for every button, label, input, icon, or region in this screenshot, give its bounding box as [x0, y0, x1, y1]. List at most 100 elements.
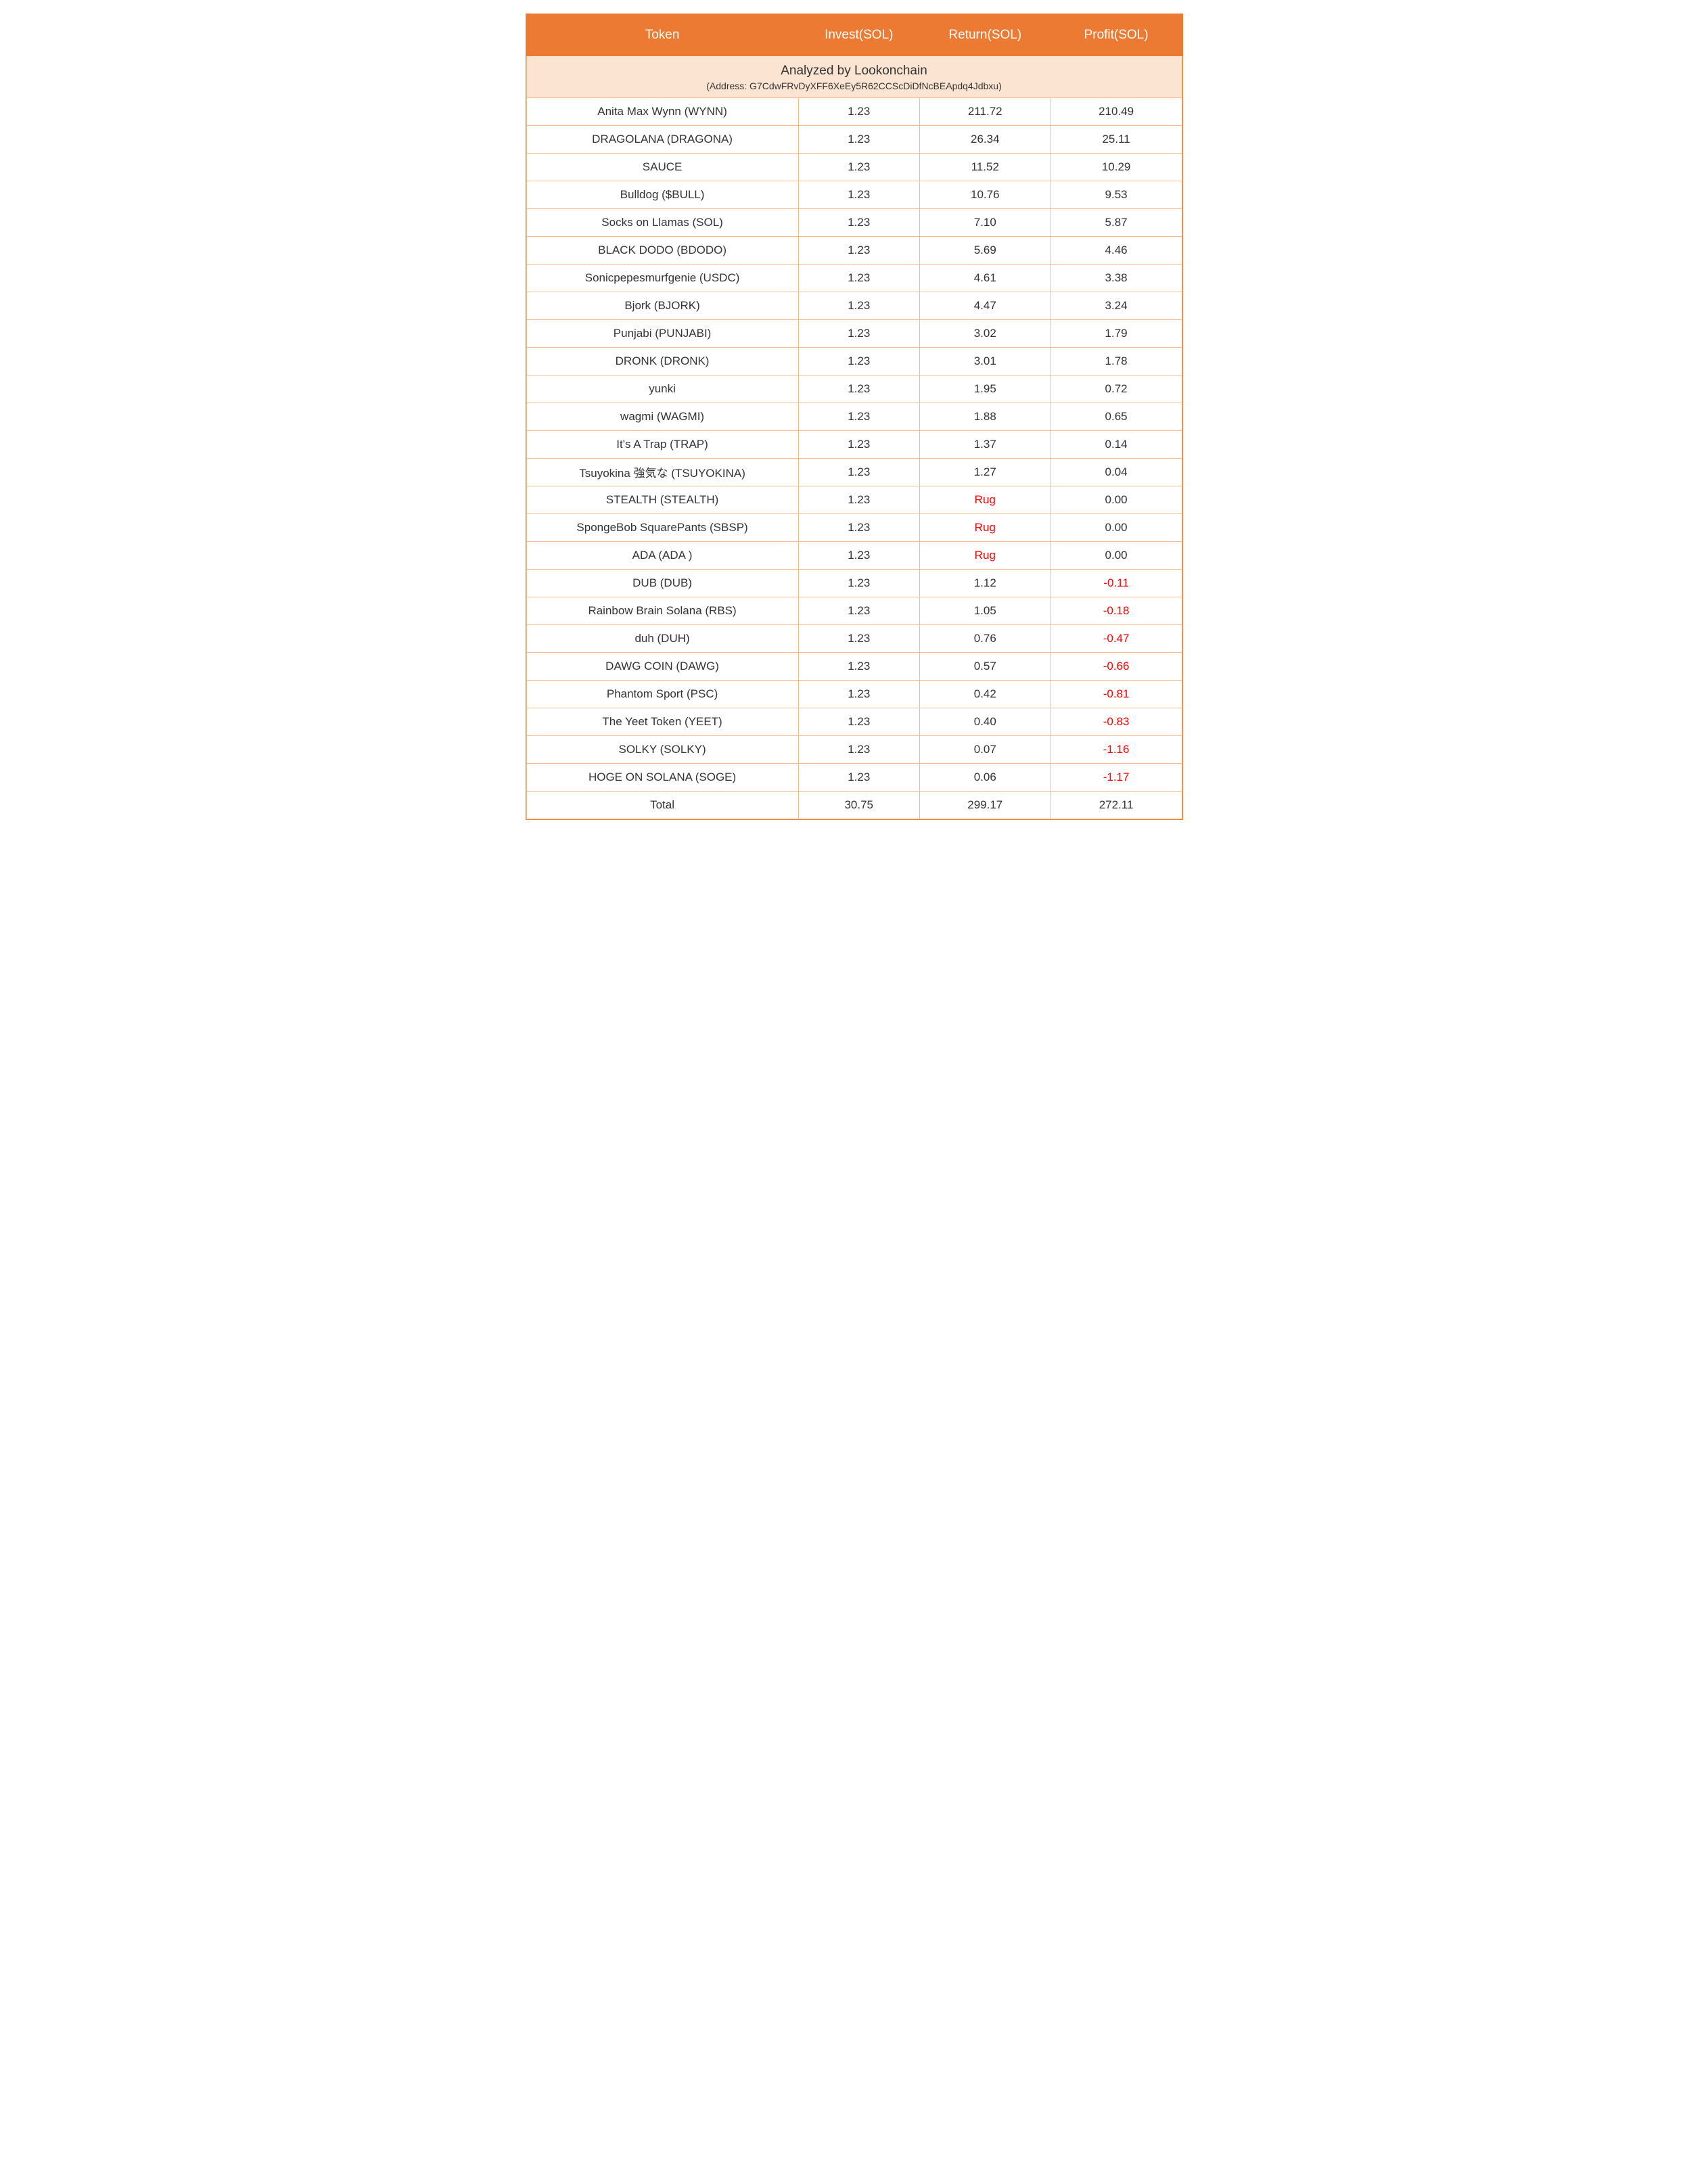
table-row: DRAGOLANA (DRAGONA)1.2326.3425.11 — [526, 125, 1182, 153]
table-row: Sonicpepesmurfgenie (USDC)1.234.613.38 — [526, 264, 1182, 292]
cell-profit: 4.46 — [1051, 236, 1182, 264]
cell-token: Rainbow Brain Solana (RBS) — [526, 597, 798, 624]
cell-return: 5.69 — [919, 236, 1051, 264]
cell-token: DAWG COIN (DAWG) — [526, 652, 798, 680]
cell-profit: -0.81 — [1051, 680, 1182, 708]
cell-profit: 1.79 — [1051, 319, 1182, 347]
table-row: Bulldog ($BULL)1.2310.769.53 — [526, 181, 1182, 208]
cell-profit: -0.47 — [1051, 624, 1182, 652]
cell-profit: 10.29 — [1051, 153, 1182, 181]
cell-invest: 1.23 — [798, 597, 919, 624]
cell-invest: 1.23 — [798, 208, 919, 236]
cell-token: The Yeet Token (YEET) — [526, 708, 798, 735]
cell-invest: 1.23 — [798, 403, 919, 430]
cell-token: Bulldog ($BULL) — [526, 181, 798, 208]
cell-return: Rug — [919, 486, 1051, 513]
cell-return: 0.42 — [919, 680, 1051, 708]
cell-invest: 1.23 — [798, 569, 919, 597]
cell-invest: 1.23 — [798, 458, 919, 486]
table-row: Bjork (BJORK)1.234.473.24 — [526, 292, 1182, 319]
cell-profit: -0.83 — [1051, 708, 1182, 735]
cell-profit: 0.65 — [1051, 403, 1182, 430]
cell-invest: 1.23 — [798, 347, 919, 375]
cell-invest: 1.23 — [798, 541, 919, 569]
cell-profit: 210.49 — [1051, 97, 1182, 125]
cell-invest: 1.23 — [798, 181, 919, 208]
cell-invest: 1.23 — [798, 292, 919, 319]
cell-return: 1.95 — [919, 375, 1051, 403]
cell-token: Anita Max Wynn (WYNN) — [526, 97, 798, 125]
cell-token: Sonicpepesmurfgenie (USDC) — [526, 264, 798, 292]
cell-return: 0.07 — [919, 735, 1051, 763]
cell-token: wagmi (WAGMI) — [526, 403, 798, 430]
cell-return: 7.10 — [919, 208, 1051, 236]
cell-invest: 1.23 — [798, 264, 919, 292]
banner-title: Analyzed by Lookonchain — [527, 63, 1182, 80]
cell-profit: -0.11 — [1051, 569, 1182, 597]
table-row: STEALTH (STEALTH)1.23Rug0.00 — [526, 486, 1182, 513]
cell-invest: 1.23 — [798, 735, 919, 763]
cell-total-profit: 272.11 — [1051, 791, 1182, 819]
cell-profit: 3.24 — [1051, 292, 1182, 319]
table-row: Rainbow Brain Solana (RBS)1.231.05-0.18 — [526, 597, 1182, 624]
table-row: Phantom Sport (PSC)1.230.42-0.81 — [526, 680, 1182, 708]
cell-token: Bjork (BJORK) — [526, 292, 798, 319]
cell-token: Phantom Sport (PSC) — [526, 680, 798, 708]
table-row: HOGE ON SOLANA (SOGE)1.230.06-1.17 — [526, 763, 1182, 791]
cell-return: Rug — [919, 541, 1051, 569]
table-row: duh (DUH)1.230.76-0.47 — [526, 624, 1182, 652]
cell-return: 211.72 — [919, 97, 1051, 125]
cell-token: DRAGOLANA (DRAGONA) — [526, 125, 798, 153]
cell-token: DRONK (DRONK) — [526, 347, 798, 375]
col-return: Return(SOL) — [919, 15, 1051, 56]
cell-return: Rug — [919, 513, 1051, 541]
col-profit: Profit(SOL) — [1051, 15, 1182, 56]
cell-invest: 1.23 — [798, 708, 919, 735]
cell-profit: 0.04 — [1051, 458, 1182, 486]
cell-token: It's A Trap (TRAP) — [526, 430, 798, 458]
cell-return: 1.37 — [919, 430, 1051, 458]
total-row: Total30.75299.17272.11 — [526, 791, 1182, 819]
cell-invest: 1.23 — [798, 236, 919, 264]
banner-address: (Address: G7CdwFRvDyXFF6XeEy5R62CCScDiDf… — [527, 80, 1182, 92]
table-row: ADA (ADA )1.23Rug0.00 — [526, 541, 1182, 569]
cell-invest: 1.23 — [798, 125, 919, 153]
cell-invest: 1.23 — [798, 624, 919, 652]
cell-return: 26.34 — [919, 125, 1051, 153]
table-row: wagmi (WAGMI)1.231.880.65 — [526, 403, 1182, 430]
cell-token: STEALTH (STEALTH) — [526, 486, 798, 513]
cell-token: yunki — [526, 375, 798, 403]
col-token: Token — [526, 15, 798, 56]
cell-invest: 1.23 — [798, 153, 919, 181]
cell-return: 4.61 — [919, 264, 1051, 292]
cell-invest: 1.23 — [798, 375, 919, 403]
cell-profit: -1.16 — [1051, 735, 1182, 763]
cell-profit: 0.14 — [1051, 430, 1182, 458]
cell-invest: 1.23 — [798, 763, 919, 791]
table-row: The Yeet Token (YEET)1.230.40-0.83 — [526, 708, 1182, 735]
cell-return: 0.57 — [919, 652, 1051, 680]
cell-token: ADA (ADA ) — [526, 541, 798, 569]
cell-return: 3.01 — [919, 347, 1051, 375]
cell-profit: 1.78 — [1051, 347, 1182, 375]
cell-return: 0.06 — [919, 763, 1051, 791]
cell-invest: 1.23 — [798, 513, 919, 541]
cell-profit: -1.17 — [1051, 763, 1182, 791]
token-analysis-table: Token Invest(SOL) Return(SOL) Profit(SOL… — [526, 14, 1183, 820]
cell-total-return: 299.17 — [919, 791, 1051, 819]
cell-return: 1.05 — [919, 597, 1051, 624]
cell-return: 10.76 — [919, 181, 1051, 208]
table-row: DRONK (DRONK)1.233.011.78 — [526, 347, 1182, 375]
table-row: DAWG COIN (DAWG)1.230.57-0.66 — [526, 652, 1182, 680]
cell-invest: 1.23 — [798, 652, 919, 680]
cell-return: 4.47 — [919, 292, 1051, 319]
cell-token: Tsuyokina 強気な (TSUYOKINA) — [526, 458, 798, 486]
cell-invest: 1.23 — [798, 680, 919, 708]
table-row: SOLKY (SOLKY)1.230.07-1.16 — [526, 735, 1182, 763]
cell-profit: 25.11 — [1051, 125, 1182, 153]
cell-token: SpongeBob SquarePants (SBSP) — [526, 513, 798, 541]
cell-total-invest: 30.75 — [798, 791, 919, 819]
cell-invest: 1.23 — [798, 430, 919, 458]
cell-return: 0.76 — [919, 624, 1051, 652]
table-header-row: Token Invest(SOL) Return(SOL) Profit(SOL… — [526, 15, 1182, 56]
